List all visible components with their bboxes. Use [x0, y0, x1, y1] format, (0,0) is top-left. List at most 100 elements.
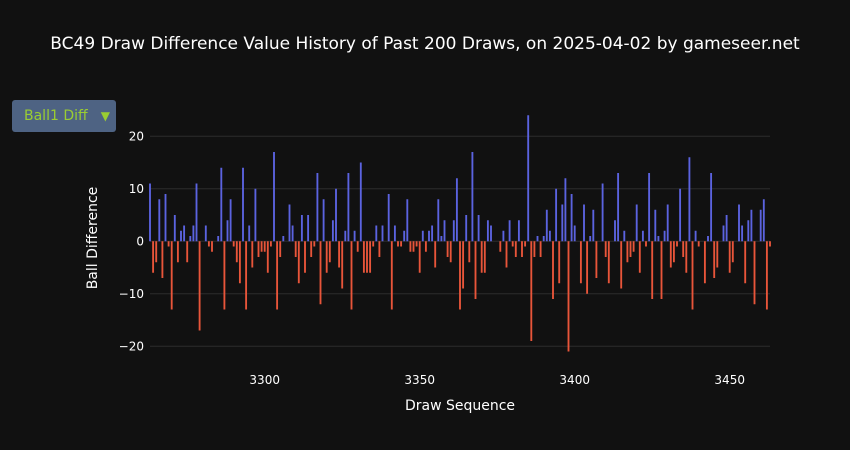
bar [499, 241, 502, 252]
bar [536, 236, 539, 242]
bar [579, 241, 582, 284]
x-tick-label: 3350 [404, 373, 435, 387]
bar [713, 241, 716, 278]
bar [198, 241, 201, 331]
dropdown-selected-label: Ball1 Diff [24, 108, 88, 124]
bar [517, 220, 520, 242]
bar [707, 236, 709, 242]
bar [406, 199, 409, 242]
bar [629, 241, 632, 257]
bar [149, 183, 151, 242]
bar [322, 199, 325, 242]
bar [390, 241, 393, 310]
bar [744, 241, 747, 284]
bar [211, 241, 213, 252]
bar [452, 220, 455, 242]
bar [592, 209, 595, 242]
bar [235, 241, 238, 263]
bar [266, 241, 269, 273]
bar [694, 230, 697, 242]
bar [409, 241, 412, 252]
bar [552, 241, 554, 299]
bar [421, 230, 424, 242]
bar [362, 241, 365, 273]
bar [328, 241, 331, 263]
bar [158, 199, 161, 242]
bar [180, 230, 182, 242]
bar [539, 241, 542, 257]
x-ticks: 3300 3350 3400 3450 [249, 373, 745, 387]
bar [731, 241, 734, 263]
bar [657, 236, 660, 242]
y-tick-label: 0 [136, 234, 144, 248]
bar [468, 241, 471, 263]
bar [356, 241, 359, 252]
bar [418, 241, 421, 273]
bar [279, 241, 282, 257]
bar [176, 241, 179, 263]
bar [393, 225, 396, 242]
bar [654, 209, 657, 242]
bar [635, 204, 638, 242]
bar [490, 225, 492, 242]
bar [614, 220, 616, 242]
bar [347, 173, 350, 242]
y-tick-label: −20 [119, 339, 144, 353]
bar [245, 241, 248, 310]
bar [759, 209, 762, 242]
bar [589, 236, 592, 242]
bar [561, 204, 564, 242]
bar [641, 230, 644, 242]
bar [449, 241, 452, 263]
bar [161, 241, 164, 278]
bar [530, 241, 533, 341]
bar [651, 241, 654, 299]
bar [220, 167, 223, 242]
bar [725, 215, 728, 242]
bar [716, 241, 719, 268]
bar [350, 241, 353, 310]
bar [195, 183, 198, 242]
bar [183, 225, 186, 242]
bar [254, 188, 257, 242]
bar [527, 115, 530, 242]
bar [446, 241, 449, 257]
bar [626, 241, 629, 263]
bar [378, 241, 381, 257]
bar [570, 194, 573, 242]
bar [434, 241, 437, 268]
bar [511, 241, 514, 247]
y-ticks: −20 −10 0 10 20 [119, 129, 144, 353]
bar [697, 241, 700, 247]
bar [586, 241, 589, 294]
bar [465, 215, 468, 242]
bar [486, 220, 489, 242]
bar [747, 220, 750, 242]
bar [623, 230, 626, 242]
bar [508, 220, 511, 242]
bar [387, 194, 390, 242]
bar [728, 241, 731, 273]
bar [583, 204, 585, 242]
bar [170, 241, 173, 310]
bar [502, 230, 505, 242]
bar [372, 241, 375, 247]
x-tick-label: 3300 [249, 373, 280, 387]
series-dropdown[interactable]: Ball1 Diff ▼ [12, 100, 116, 132]
bar [238, 241, 241, 284]
bar [769, 241, 771, 247]
bar [437, 199, 440, 242]
bar [304, 241, 306, 273]
bar [403, 230, 406, 242]
bar [691, 241, 694, 310]
bar [229, 199, 232, 242]
bar [741, 225, 744, 242]
bar [617, 173, 620, 242]
bar [710, 173, 713, 242]
bar [313, 241, 316, 247]
bar [207, 241, 210, 247]
bar [672, 241, 675, 263]
bar [335, 188, 337, 242]
bar [288, 204, 291, 242]
bar [753, 241, 756, 305]
